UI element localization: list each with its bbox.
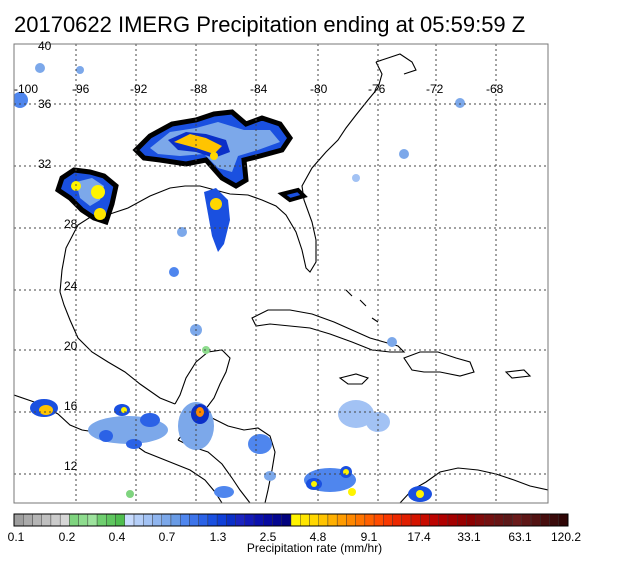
lat-label: 36 (38, 97, 52, 111)
colorbar-title: Precipitation rate (mm/hr) (246, 541, 383, 555)
map-frame (13, 43, 549, 504)
lat-label: 20 (64, 339, 78, 353)
precipitation-cells (14, 63, 465, 502)
lat-label: 28 (64, 217, 78, 231)
precipitation-map: -100 -96 -92 -88 -84 -80 -76 -72 -68 40 … (13, 39, 549, 504)
lat-lon-grid (13, 43, 548, 503)
lon-label: -92 (130, 82, 148, 96)
lon-label: -84 (250, 82, 268, 96)
lat-label: 16 (64, 399, 78, 413)
lon-label: -72 (426, 82, 444, 96)
lat-label: 40 (38, 39, 52, 53)
lat-label: 24 (64, 279, 78, 293)
lon-label: -76 (368, 82, 386, 96)
longitude-labels: -100 -96 -92 -88 -84 -80 -76 -72 -68 (14, 82, 504, 96)
map-title: 20170622 IMERG Precipitation ending at 0… (14, 12, 526, 37)
lat-label: 32 (38, 157, 52, 171)
latitude-labels: 40 36 32 28 24 20 16 12 (38, 39, 78, 473)
coastlines (14, 53, 548, 503)
lat-label: 12 (64, 459, 78, 473)
lon-label: -80 (310, 82, 328, 96)
lon-label: -88 (190, 82, 208, 96)
lon-label: -68 (486, 82, 504, 96)
lon-label: -100 (14, 82, 38, 96)
lon-label: -96 (72, 82, 90, 96)
